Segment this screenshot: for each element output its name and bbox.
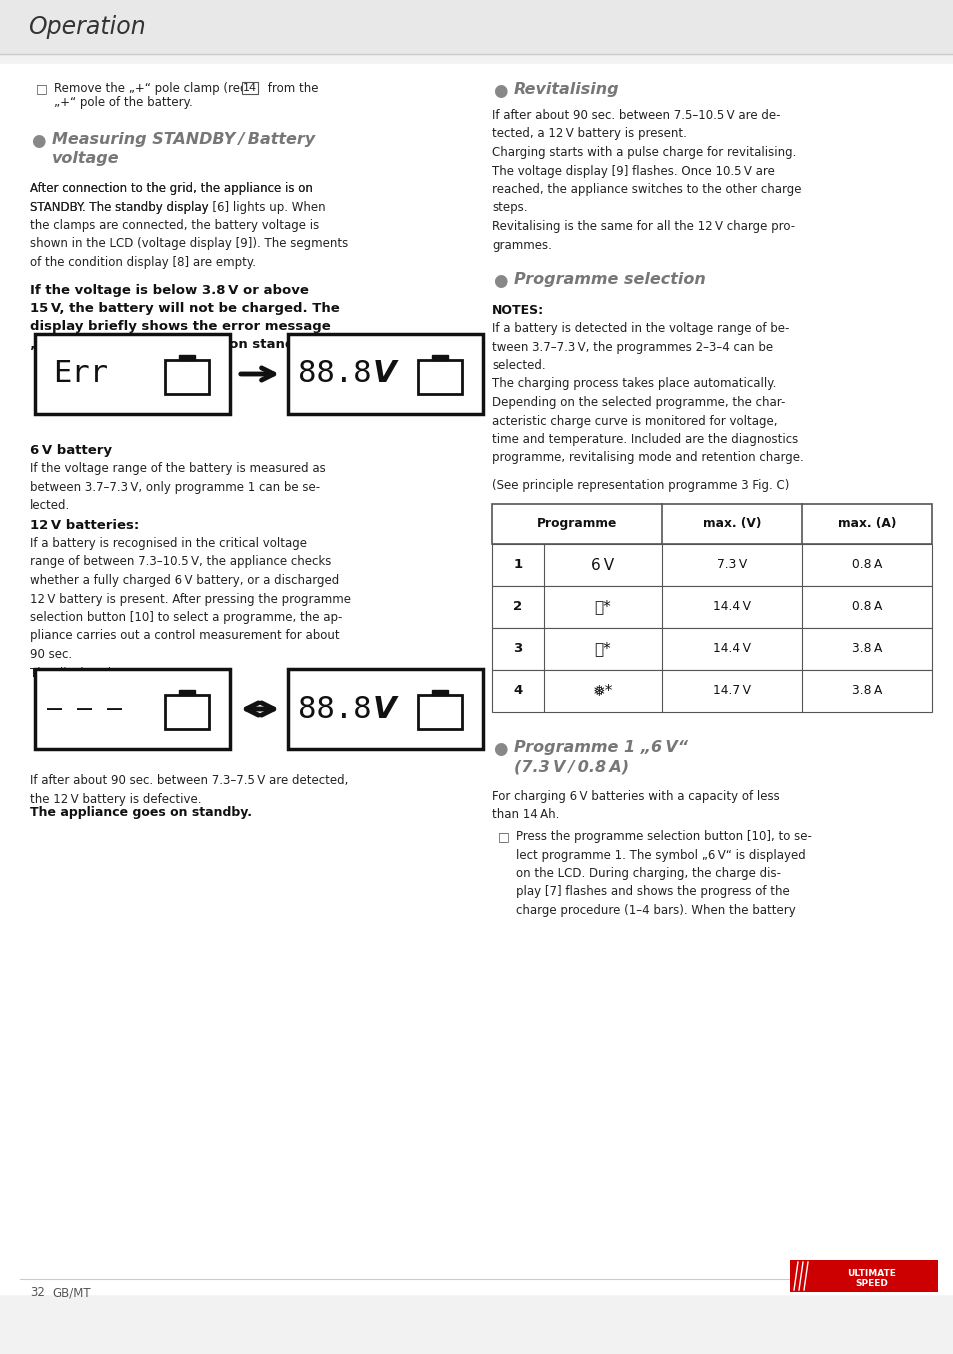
Text: 88.8: 88.8 [297, 360, 371, 389]
Bar [417, 695, 461, 728]
Bar [179, 355, 194, 360]
Text: GB/MT: GB/MT [52, 1286, 91, 1298]
Text: If the voltage range of the battery is measured as
between 3.7–7.3 V, only progr: If the voltage range of the battery is m… [30, 462, 325, 512]
Text: SPEED: SPEED [855, 1278, 887, 1288]
Bar [288, 669, 482, 749]
Text: ❅*: ❅* [592, 684, 613, 699]
Text: 🛵*: 🛵* [594, 600, 611, 615]
Bar [165, 360, 209, 394]
Text: Remove the „+“ pole clamp (red): Remove the „+“ pole clamp (red) [54, 83, 252, 95]
Text: — — —: — — — [47, 697, 122, 720]
Text: ●: ● [493, 741, 507, 758]
Text: 1: 1 [513, 558, 522, 571]
Bar [417, 360, 461, 394]
Text: NOTES:: NOTES: [492, 305, 543, 317]
Bar [789, 1261, 937, 1292]
Text: 0.8 A: 0.8 A [851, 601, 882, 613]
Text: voltage: voltage [52, 152, 119, 167]
Bar [492, 670, 931, 712]
Text: Revitalising: Revitalising [514, 83, 619, 97]
Text: 32: 32 [30, 1286, 45, 1298]
Text: □: □ [497, 830, 509, 844]
Text: V: V [373, 695, 396, 723]
Text: If a battery is detected in the voltage range of be-
tween 3.7–7.3 V, the progra: If a battery is detected in the voltage … [492, 322, 803, 464]
Bar [179, 691, 194, 695]
Text: If after about 90 sec. between 7.5–10.5 V are de-
tected, a 12 V battery is pres: If after about 90 sec. between 7.5–10.5 … [492, 110, 801, 252]
Bar [432, 355, 447, 360]
Bar [165, 695, 209, 728]
Text: 14: 14 [243, 83, 256, 93]
Bar [432, 691, 447, 695]
Bar [288, 334, 482, 414]
Text: 0.8 A: 0.8 A [851, 558, 882, 571]
Text: 2: 2 [513, 601, 522, 613]
Text: Operation: Operation [28, 15, 146, 39]
Bar [492, 586, 931, 628]
Text: ●: ● [493, 83, 507, 100]
Text: After connection to the grid, the appliance is on
STANDBY. The standby display [: After connection to the grid, the applia… [30, 181, 348, 269]
Text: (See principle representation programme 3 Fig. C): (See principle representation programme … [492, 479, 788, 492]
Text: 6 V: 6 V [591, 558, 614, 573]
Text: 3.8 A: 3.8 A [851, 643, 882, 655]
Text: Measuring STANDBY / Battery: Measuring STANDBY / Battery [52, 131, 314, 148]
Text: 3: 3 [513, 643, 522, 655]
Text: 7.3 V: 7.3 V [716, 558, 746, 571]
Text: 6 V battery: 6 V battery [30, 444, 112, 458]
Text: „+“ pole of the battery.: „+“ pole of the battery. [54, 96, 193, 110]
Text: Programme: Programme [537, 517, 617, 531]
Text: 88.8: 88.8 [297, 695, 371, 723]
Text: ●: ● [30, 131, 46, 150]
Text: The appliance goes on standby.: The appliance goes on standby. [30, 806, 252, 819]
Bar [35, 669, 230, 749]
Text: max. (A): max. (A) [837, 517, 895, 531]
Bar [492, 544, 931, 586]
Bar [492, 628, 931, 670]
Text: ULTIMATE: ULTIMATE [846, 1269, 896, 1278]
Text: ●: ● [493, 272, 507, 290]
Text: □: □ [36, 83, 48, 95]
Text: 4: 4 [513, 685, 522, 697]
Text: V: V [373, 360, 396, 389]
Text: For charging 6 V batteries with a capacity of less
than 14 Ah.: For charging 6 V batteries with a capaci… [492, 789, 779, 822]
Text: After connection to the grid, the appliance is on
STANDBY. The standby display: After connection to the grid, the applia… [30, 181, 313, 214]
Text: 14.7 V: 14.7 V [712, 685, 750, 697]
Bar [0, 0, 953, 54]
Text: Programme selection: Programme selection [514, 272, 705, 287]
Text: If the voltage is below 3.8 V or above
15 V, the battery will not be charged. Th: If the voltage is below 3.8 V or above 1… [30, 284, 339, 351]
Text: max. (V): max. (V) [702, 517, 760, 531]
Text: If a battery is recognised in the critical voltage
range of between 7.3–10.5 V, : If a battery is recognised in the critic… [30, 538, 351, 680]
Text: Programme 1 „6 V“: Programme 1 „6 V“ [514, 741, 687, 756]
Text: Press the programme selection button [10], to se-
lect programme 1. The symbol „: Press the programme selection button [10… [516, 830, 811, 917]
Bar [35, 334, 230, 414]
Text: Err: Err [53, 360, 108, 389]
Text: 12 V batteries:: 12 V batteries: [30, 519, 139, 532]
Text: (7.3 V / 0.8 A): (7.3 V / 0.8 A) [514, 760, 628, 774]
Text: 3.8 A: 3.8 A [851, 685, 882, 697]
Text: from the: from the [264, 83, 318, 95]
Bar [492, 504, 931, 544]
Text: 🚗*: 🚗* [594, 642, 611, 657]
Text: If after about 90 sec. between 7.3–7.5 V are detected,
the 12 V battery is defec: If after about 90 sec. between 7.3–7.5 V… [30, 774, 348, 806]
Text: 14.4 V: 14.4 V [712, 643, 750, 655]
Text: 14.4 V: 14.4 V [712, 601, 750, 613]
